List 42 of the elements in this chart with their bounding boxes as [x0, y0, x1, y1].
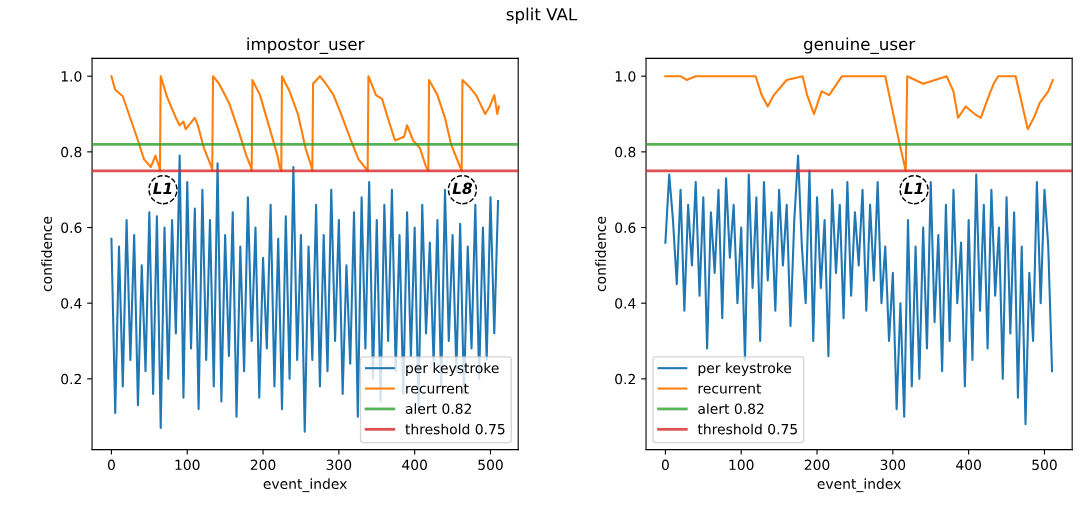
y-tick-label: 0.8	[615, 146, 636, 158]
legend-label: threshold 0.75	[697, 423, 797, 435]
legend-label: recurrent	[698, 383, 762, 394]
legend-label: alert 0.82	[405, 403, 471, 414]
y-tick-label: 0.4	[615, 298, 636, 309]
x-tick-label: 200	[804, 459, 830, 471]
y-tick-label: 0.6	[61, 222, 82, 233]
legend-label: per keystroke	[698, 362, 792, 376]
x-tick-label: 300	[326, 459, 352, 471]
x-tick-label: 0	[661, 459, 669, 471]
y-tick-label: 0.2	[61, 373, 81, 385]
y-tick-label: 0.4	[61, 298, 82, 309]
x-tick-label: 100	[729, 459, 754, 471]
y-tick-label: 0.6	[615, 222, 636, 233]
line-series	[664, 75, 1054, 172]
x-tick-label: 500	[1032, 459, 1057, 471]
y-tick-label: 1.0	[615, 71, 636, 82]
text: split VAL	[506, 7, 578, 24]
y-tick-label: 1.0	[61, 71, 82, 82]
y-tick-label: 0.2	[615, 373, 635, 385]
x-tick-label: 100	[175, 459, 200, 471]
y-tick-label: 0.8	[61, 146, 82, 158]
legend-label: alert 0.82	[698, 403, 764, 414]
legend-label: threshold 0.75	[405, 423, 505, 435]
annotation: L1	[904, 182, 923, 194]
chart-title: impostor_user	[247, 37, 365, 55]
x-tick-label: 200	[250, 459, 276, 471]
annotation: L8	[452, 182, 473, 195]
y-axis-title: confidence	[41, 216, 52, 292]
x-tick-label: 500	[478, 459, 503, 471]
legend-label: per keystroke	[406, 362, 499, 376]
x-axis-title: event_index	[817, 478, 901, 493]
line-series	[110, 75, 500, 172]
legend-label: recurrent	[406, 383, 469, 394]
chart-title: genuine_user	[803, 37, 916, 55]
x-tick-label: 300	[880, 459, 906, 471]
x-tick-label: 0	[107, 459, 115, 471]
x-axis-title: event_index	[263, 478, 347, 493]
annotation: L1	[153, 182, 172, 194]
y-axis-title: confidence	[595, 216, 606, 292]
x-tick-label: 400	[956, 459, 981, 471]
x-tick-label: 400	[402, 459, 427, 471]
